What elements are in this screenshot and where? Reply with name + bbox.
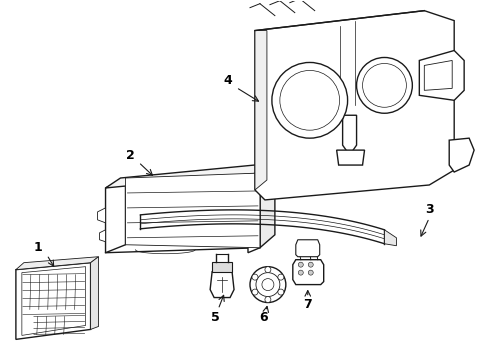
Circle shape [262, 279, 274, 291]
Polygon shape [248, 173, 260, 253]
Polygon shape [419, 50, 464, 100]
Polygon shape [255, 31, 267, 190]
Polygon shape [99, 230, 105, 242]
Polygon shape [212, 262, 232, 272]
Text: 2: 2 [126, 149, 135, 162]
Circle shape [298, 262, 303, 267]
Polygon shape [210, 272, 234, 298]
Polygon shape [449, 138, 474, 172]
Text: 6: 6 [260, 311, 268, 324]
Polygon shape [337, 150, 365, 165]
Circle shape [278, 274, 284, 280]
Text: 1: 1 [33, 241, 42, 254]
Polygon shape [16, 263, 91, 339]
Polygon shape [424, 60, 452, 90]
Text: 5: 5 [211, 311, 220, 324]
Circle shape [250, 267, 286, 302]
Polygon shape [293, 260, 324, 285]
Circle shape [363, 63, 406, 107]
Circle shape [298, 270, 303, 275]
Circle shape [308, 262, 313, 267]
Polygon shape [98, 208, 105, 223]
Circle shape [357, 58, 413, 113]
Circle shape [272, 62, 347, 138]
Text: 7: 7 [303, 298, 312, 311]
Polygon shape [105, 178, 125, 253]
Polygon shape [125, 173, 260, 248]
Polygon shape [260, 163, 275, 248]
Polygon shape [22, 267, 86, 336]
Circle shape [265, 267, 271, 273]
Polygon shape [343, 115, 357, 155]
Text: 3: 3 [425, 203, 434, 216]
Circle shape [256, 273, 280, 297]
Circle shape [280, 71, 340, 130]
Polygon shape [16, 257, 98, 270]
Polygon shape [296, 240, 319, 257]
Circle shape [278, 289, 284, 295]
Circle shape [265, 297, 271, 302]
Circle shape [308, 270, 313, 275]
Circle shape [252, 274, 258, 280]
Circle shape [252, 289, 258, 295]
Polygon shape [385, 230, 396, 246]
Polygon shape [255, 11, 454, 200]
Polygon shape [105, 163, 275, 188]
Polygon shape [91, 257, 98, 329]
Text: 4: 4 [224, 74, 232, 87]
